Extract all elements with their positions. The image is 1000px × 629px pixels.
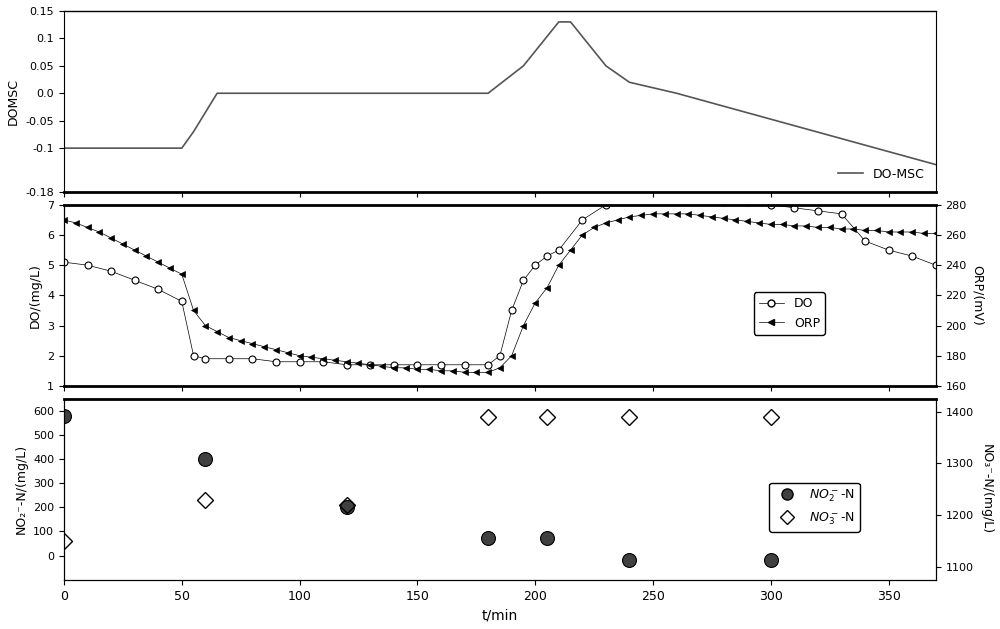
Legend: $NO_2^-$-N, $NO_3^-$-N: $NO_2^-$-N, $NO_3^-$-N [769, 482, 860, 532]
Y-axis label: NO₃⁻-N/(mg/L): NO₃⁻-N/(mg/L) [980, 444, 993, 534]
Y-axis label: ORP/(mV): ORP/(mV) [970, 265, 983, 326]
Y-axis label: DO/(mg/L): DO/(mg/L) [29, 263, 42, 328]
Legend: DO-MSC: DO-MSC [833, 163, 930, 186]
Legend: DO, ORP: DO, ORP [754, 292, 825, 335]
Y-axis label: NO₂⁻-N/(mg/L): NO₂⁻-N/(mg/L) [15, 444, 28, 534]
Y-axis label: DOMSC: DOMSC [7, 78, 20, 125]
X-axis label: t/min: t/min [482, 608, 518, 622]
